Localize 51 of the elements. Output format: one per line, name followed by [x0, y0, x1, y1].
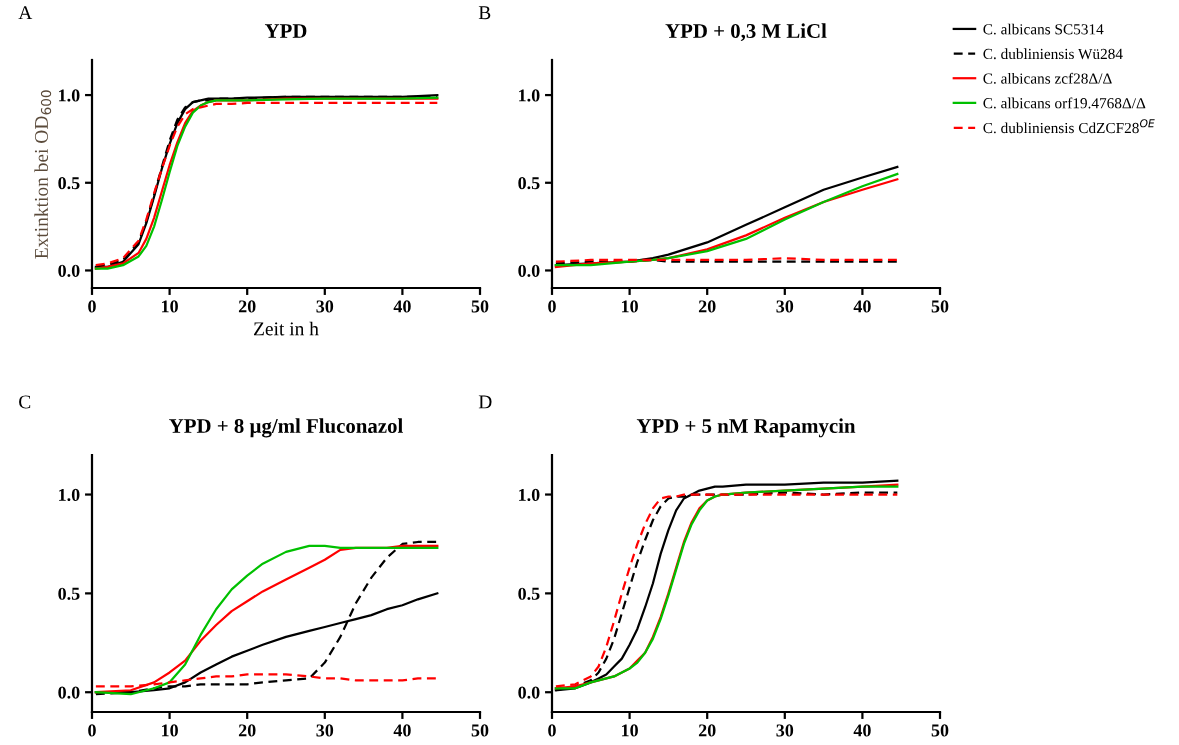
legend-label: C. dubliniensis CdZCF28$^{OE}$: [983, 119, 1155, 134]
x-tick-label: 50: [931, 300, 949, 313]
legend-label: C. albicans orf19.4768Δ/Δ: [983, 97, 1146, 109]
legend-label: C. albicans zcf28Δ/Δ: [983, 72, 1112, 84]
x-tick-label: 0: [548, 300, 556, 313]
y-tick-label: 0.0: [58, 264, 80, 277]
x-tick-label: 0: [88, 724, 96, 737]
x-tick-label: 40: [853, 724, 871, 737]
x-tick-label: 20: [698, 300, 716, 313]
legend-label: C. albicans SC5314: [983, 23, 1104, 35]
x-tick-label: 50: [931, 724, 949, 737]
x-tick-label: 50: [471, 300, 489, 313]
x-tick-label: 20: [238, 724, 256, 737]
x-tick-label: 20: [238, 300, 256, 313]
chart-title: YPD + 5 nM Rapamycin: [636, 418, 856, 438]
y-tick-label: 1.0: [519, 89, 540, 102]
x-tick-label: 10: [162, 300, 178, 313]
x-tick-label: 0: [88, 300, 96, 313]
y-tick-label: 0.0: [518, 686, 540, 699]
legend-label: C. dubliniensis Wü284: [983, 48, 1123, 60]
text: D: [478, 395, 492, 409]
x-tick-label: 30: [776, 724, 794, 737]
text: C: [19, 395, 31, 409]
text: B: [478, 6, 491, 20]
x-tick-label: 40: [393, 300, 411, 313]
y-tick-label: 0.5: [58, 177, 80, 190]
y-tick-label: 0.0: [58, 686, 80, 699]
x-tick-label: 30: [316, 300, 334, 313]
y-tick-label: 0.5: [518, 587, 540, 600]
chart-title: YPD + 8 µg/ml Fluconazol: [169, 418, 403, 438]
text: A: [18, 6, 33, 20]
x-tick-label: 0: [548, 724, 556, 737]
x-tick-label: 10: [162, 724, 178, 737]
y-tick-label: 0.5: [58, 587, 80, 600]
x-tick-label: 10: [622, 300, 638, 313]
y-tick-label: 1.0: [519, 488, 540, 502]
x-tick-label: 50: [471, 724, 489, 737]
x-tick-label: 40: [393, 724, 411, 737]
y-tick-label: 0.5: [518, 177, 540, 190]
x-tick-label: 10: [622, 724, 638, 737]
y-tick-label: 1.0: [59, 89, 80, 102]
x-tick-label: 30: [776, 300, 794, 313]
chart-title: YPD: [264, 24, 307, 38]
x-axis-title: Zeit in h: [253, 321, 319, 336]
y-tick-label: 1.0: [59, 488, 80, 502]
y-tick-label: 0.0: [518, 264, 540, 277]
chart-title: YPD + 0,3 M LiCl: [665, 23, 827, 41]
y-axis-title: Extinktion bei OD$_{600}$: [34, 90, 52, 259]
x-tick-label: 20: [698, 724, 716, 737]
x-tick-label: 30: [316, 724, 334, 737]
x-tick-label: 40: [853, 300, 871, 313]
